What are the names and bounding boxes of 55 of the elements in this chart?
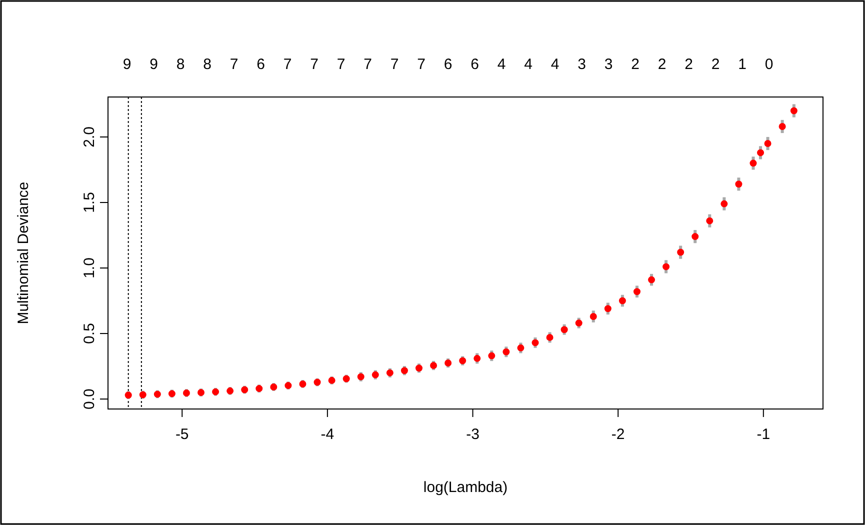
- y-tick-label: 1.5: [81, 192, 98, 213]
- text: 3: [604, 56, 613, 73]
- text: 7: [283, 56, 292, 73]
- text: 3: [578, 56, 586, 73]
- point: [764, 140, 772, 148]
- text: 7: [364, 56, 372, 73]
- point: [735, 180, 742, 188]
- text: 2: [631, 56, 640, 73]
- text: 2: [684, 56, 693, 73]
- y-tick-label: 0.5: [81, 323, 98, 344]
- text: 8: [176, 56, 185, 73]
- text: 7: [230, 56, 238, 73]
- text: 4: [524, 56, 532, 73]
- text: 4: [497, 56, 506, 73]
- point: [790, 107, 798, 114]
- x-tick-label: -2: [611, 426, 625, 443]
- point: [677, 248, 684, 256]
- x-tick-label: -3: [466, 426, 480, 443]
- point: [618, 297, 626, 304]
- point: [662, 263, 670, 270]
- text: 7: [417, 56, 426, 73]
- x-axis-title: log(Lambda): [423, 479, 508, 496]
- text: 7: [390, 56, 399, 73]
- text: 0: [764, 56, 774, 73]
- point: [706, 217, 714, 224]
- text: 2: [711, 56, 720, 73]
- point: [415, 364, 422, 372]
- text: 6: [444, 56, 452, 73]
- point: [720, 200, 728, 208]
- point: [590, 312, 597, 320]
- text: 7: [336, 56, 346, 73]
- text: 6: [256, 56, 265, 73]
- point: [757, 149, 764, 156]
- point: [692, 233, 699, 240]
- y-tick-label: 1.0: [81, 258, 98, 278]
- point: [750, 160, 757, 167]
- y-tick-label: 0.0: [81, 388, 98, 410]
- text: 9: [150, 56, 158, 73]
- point: [648, 276, 656, 284]
- point: [198, 388, 205, 396]
- text: 9: [122, 56, 132, 73]
- x-tick-label: -1: [756, 426, 770, 443]
- text: 1: [738, 56, 746, 73]
- text: 2: [658, 56, 666, 73]
- point: [778, 122, 786, 130]
- x-tick-label: -5: [175, 426, 189, 443]
- x-tick-label: -4: [320, 426, 334, 443]
- text: 4: [550, 56, 560, 73]
- y-axis-title: Multinomial Deviance: [15, 182, 32, 324]
- text: 8: [203, 56, 212, 73]
- point: [604, 305, 612, 312]
- point: [633, 288, 640, 296]
- text: 7: [310, 56, 318, 73]
- y-tick-label: 2.0: [81, 126, 98, 148]
- text: 6: [470, 56, 479, 73]
